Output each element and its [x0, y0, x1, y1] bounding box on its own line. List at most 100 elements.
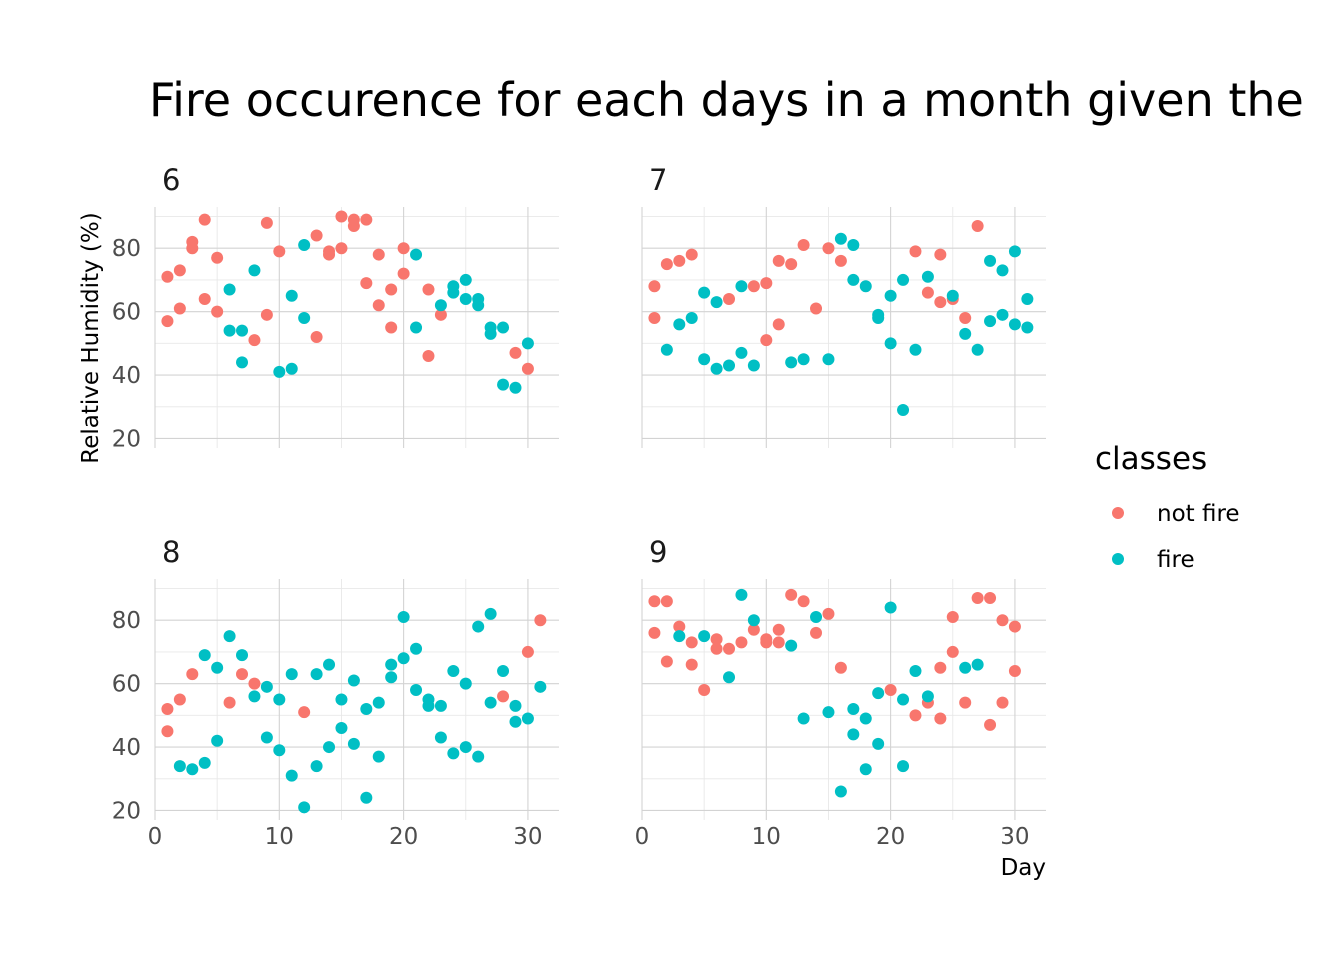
point-fire — [347, 737, 360, 750]
point-not-fire — [984, 718, 997, 731]
point-not-fire — [660, 258, 673, 271]
point-not-fire — [260, 216, 273, 229]
point-not-fire — [198, 292, 211, 305]
point-fire — [198, 649, 211, 662]
point-fire — [735, 588, 748, 601]
point-fire — [323, 741, 336, 754]
point-fire — [497, 378, 510, 391]
point-fire — [884, 289, 897, 302]
point-fire — [509, 715, 522, 728]
point-fire — [971, 658, 984, 671]
point-not-fire — [772, 254, 785, 267]
point-fire — [410, 248, 423, 261]
point-fire — [884, 337, 897, 350]
point-not-fire — [971, 220, 984, 233]
point-not-fire — [223, 696, 236, 709]
point-fire — [447, 664, 460, 677]
y-tick-label: 80 — [112, 608, 141, 634]
point-fire — [397, 611, 410, 624]
facet-label: 6 — [162, 163, 180, 197]
point-fire — [459, 273, 472, 286]
point-not-fire — [834, 661, 847, 674]
point-not-fire — [248, 677, 261, 690]
point-fire — [673, 630, 686, 643]
point-fire — [236, 356, 249, 369]
point-not-fire — [260, 308, 273, 321]
point-not-fire — [710, 642, 723, 655]
point-not-fire — [360, 277, 373, 290]
point-fire — [285, 289, 298, 302]
point-fire — [785, 639, 798, 652]
point-not-fire — [959, 696, 972, 709]
point-not-fire — [797, 239, 810, 252]
point-not-fire — [534, 614, 547, 627]
point-not-fire — [186, 668, 199, 681]
point-fire — [921, 690, 934, 703]
point-fire — [497, 664, 510, 677]
x-tick-label: 10 — [265, 824, 294, 850]
point-not-fire — [673, 620, 686, 633]
point-not-fire — [946, 645, 959, 658]
facet-panels: 6 20 40 60 80 7 8 20 40 60 80 0 10 20 30 9 0 10 20 30 — [112, 163, 1046, 850]
x-tick-label: 20 — [876, 824, 905, 850]
point-fire — [472, 292, 485, 305]
point-fire — [509, 699, 522, 712]
facet-panel-6: 6 20 40 60 80 — [112, 163, 559, 452]
point-not-fire — [521, 645, 534, 658]
point-fire — [335, 693, 348, 706]
point-fire — [984, 254, 997, 267]
point-not-fire — [772, 636, 785, 649]
y-tick-label: 20 — [112, 798, 141, 824]
point-fire — [447, 280, 460, 293]
point-not-fire — [648, 626, 661, 639]
point-not-fire — [735, 636, 748, 649]
point-fire — [897, 693, 910, 706]
point-not-fire — [161, 315, 174, 328]
point-fire — [434, 731, 447, 744]
point-fire — [909, 343, 922, 356]
point-fire — [385, 658, 398, 671]
point-not-fire — [723, 292, 736, 305]
point-fire — [459, 677, 472, 690]
point-fire — [1021, 292, 1034, 305]
point-not-fire — [760, 334, 773, 347]
point-fire — [698, 353, 711, 366]
y-tick-label: 60 — [112, 672, 141, 698]
point-not-fire — [385, 283, 398, 296]
x-tick-label: 0 — [148, 824, 163, 850]
point-not-fire — [335, 242, 348, 255]
point-not-fire — [273, 245, 286, 258]
point-not-fire — [921, 286, 934, 299]
point-fire — [236, 649, 249, 662]
point-fire — [285, 362, 298, 375]
point-fire — [236, 324, 249, 337]
point-not-fire — [323, 245, 336, 258]
point-not-fire — [909, 245, 922, 258]
point-fire — [472, 620, 485, 633]
point-fire — [723, 359, 736, 372]
point-fire — [335, 722, 348, 735]
point-not-fire — [161, 270, 174, 283]
point-not-fire — [934, 248, 947, 261]
point-fire — [521, 712, 534, 725]
point-fire — [323, 658, 336, 671]
point-not-fire — [934, 712, 947, 725]
point-not-fire — [723, 642, 736, 655]
point-fire — [897, 273, 910, 286]
facet-label: 7 — [649, 163, 667, 197]
point-not-fire — [685, 636, 698, 649]
point-fire — [484, 607, 497, 620]
legend-label: not fire — [1157, 501, 1240, 527]
point-fire — [660, 343, 673, 356]
point-fire — [747, 359, 760, 372]
point-fire — [847, 273, 860, 286]
point-fire — [834, 785, 847, 798]
point-not-fire — [173, 264, 186, 277]
y-axis-label: Relative Humidity (%) — [78, 212, 104, 463]
point-fire — [248, 690, 261, 703]
point-fire — [735, 346, 748, 359]
point-not-fire — [834, 254, 847, 267]
x-tick-label: 0 — [635, 824, 650, 850]
point-not-fire — [785, 258, 798, 271]
x-tick-label: 20 — [389, 824, 418, 850]
